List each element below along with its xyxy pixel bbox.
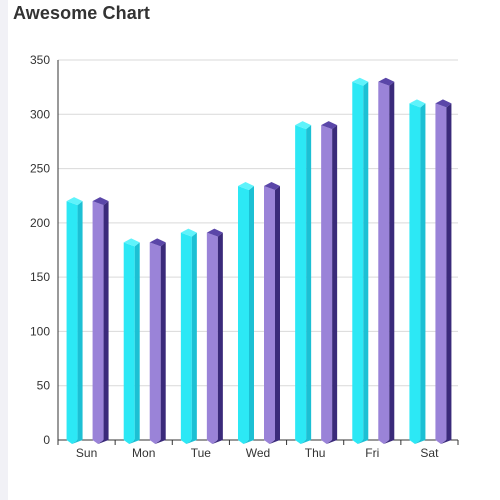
bar-series-2 — [206, 228, 223, 444]
x-tick-label: Mon — [132, 446, 155, 460]
chart-title: Awesome Chart — [13, 3, 151, 23]
x-tick-label: Tue — [191, 446, 212, 460]
bar-series-1 — [123, 238, 140, 444]
y-tick-label: 50 — [37, 379, 51, 393]
x-tick-label: Sat — [420, 446, 439, 460]
y-tick-label: 200 — [30, 216, 50, 230]
y-tick-label: 300 — [30, 107, 50, 121]
y-tick-label: 150 — [30, 270, 50, 284]
bar-series-2 — [264, 181, 280, 444]
x-tick-label: Wed — [246, 446, 270, 460]
left-edge-strip — [0, 0, 8, 500]
bar-series-1 — [352, 77, 369, 444]
x-tick-label: Thu — [305, 446, 326, 460]
x-tick-label: Fri — [365, 446, 379, 460]
bar-series-1 — [180, 228, 197, 444]
bar-series-1 — [66, 197, 83, 444]
bar-series-2 — [149, 238, 166, 444]
bar-series-1 — [295, 121, 312, 445]
y-tick-label: 350 — [30, 53, 50, 67]
x-tick-label: Sun — [76, 446, 97, 460]
y-tick-label: 0 — [43, 433, 50, 447]
bar-series-2 — [321, 121, 338, 445]
bar-series-1 — [409, 99, 426, 444]
y-tick-label: 250 — [30, 162, 50, 176]
bar-series-2 — [378, 77, 395, 444]
bar-series-1 — [238, 181, 254, 444]
bar-series-2 — [92, 197, 109, 444]
bar-series-2 — [435, 99, 452, 444]
y-tick-label: 100 — [30, 324, 50, 338]
